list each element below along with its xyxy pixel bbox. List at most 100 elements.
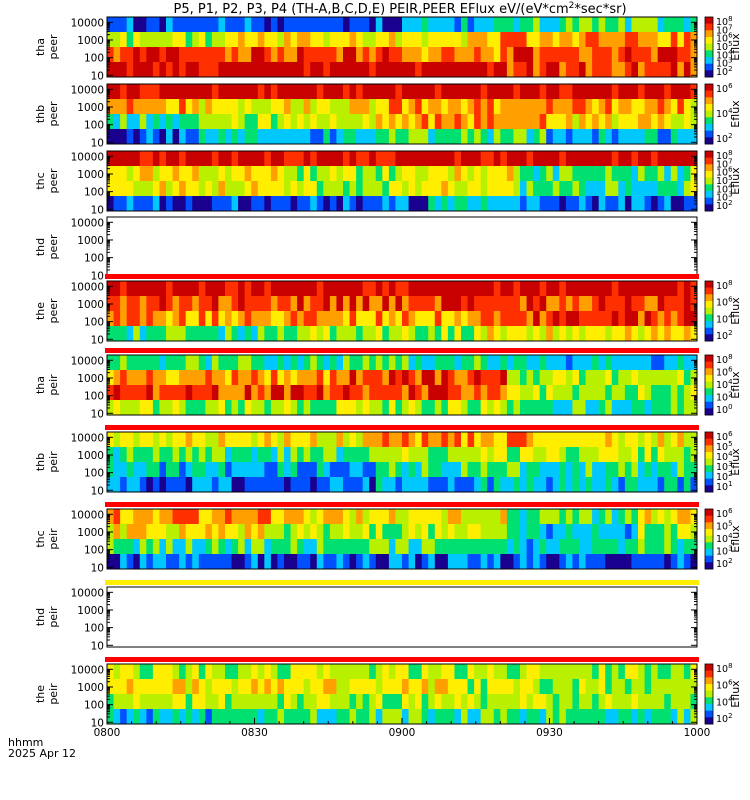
- panel-frame: [106, 216, 698, 278]
- colorbar-label: Eflux: [729, 33, 742, 61]
- spectrogram-tha-peer: [107, 17, 697, 77]
- y-tick-label: 100: [84, 545, 104, 557]
- y-tick-label: 1000: [77, 169, 104, 181]
- y-tick-label: 100: [84, 700, 104, 712]
- y-tick-label: 10000: [71, 509, 104, 521]
- status-bar: [105, 580, 699, 585]
- y-tick-label: 10: [91, 334, 104, 346]
- colorbar-tick-label: 102: [716, 132, 733, 145]
- probe-label: the: [34, 302, 47, 320]
- probe-label: thd: [34, 608, 47, 626]
- status-bar: [105, 274, 699, 279]
- y-tick-label: 1000: [77, 682, 104, 694]
- species-label: peir: [47, 374, 60, 396]
- colorbar-tick-label: 108: [716, 353, 733, 366]
- y-tick-label: 10: [91, 270, 104, 282]
- y-tick-label: 100: [84, 120, 104, 132]
- spectrogram-thc-peer: [107, 151, 697, 211]
- y-tick-label: 1000: [77, 102, 104, 114]
- spectrogram-thb-peer: [107, 84, 697, 144]
- colorbar-label: Eflux: [729, 100, 742, 128]
- colorbar-label: Eflux: [729, 525, 742, 553]
- colorbar-tick-label: 102: [716, 712, 733, 725]
- y-tick-label: 10000: [71, 17, 104, 29]
- y-tick-label: 100: [84, 623, 104, 635]
- y-tick-label: 10: [91, 70, 104, 82]
- probe-label: tha: [34, 376, 47, 394]
- y-tick-label: 10: [91, 408, 104, 420]
- probe-label: thb: [34, 453, 47, 471]
- species-label: peer: [47, 234, 60, 260]
- spectrogram-thb-peir: [107, 432, 697, 492]
- y-tick-label: 1000: [77, 235, 104, 247]
- colorbar-tick-label: 100: [716, 403, 733, 416]
- species-label: peer: [47, 168, 60, 194]
- status-bar: [105, 348, 699, 353]
- probe-label: thc: [34, 530, 47, 547]
- spectrogram-the-peer: [107, 281, 697, 341]
- panel-frame: [106, 586, 698, 648]
- y-tick-label: 10: [91, 204, 104, 216]
- species-label: peer: [47, 101, 60, 127]
- x-tick-label: 0930: [536, 727, 563, 739]
- y-tick-label: 10000: [71, 587, 104, 599]
- status-bar: [105, 502, 699, 507]
- time-axis: 0800 0830 0900 0930 1000: [94, 718, 711, 739]
- colorbar-tick-label: 106: [716, 82, 733, 95]
- y-tick-label: 100: [84, 391, 104, 403]
- probe-label: thb: [34, 105, 47, 123]
- y-tick-label: 10: [91, 717, 104, 729]
- colorbar-tick-label: 108: [716, 662, 733, 675]
- status-bar: [105, 425, 699, 430]
- probe-label: thd: [34, 238, 47, 256]
- colorbar-tick-label: 102: [716, 557, 733, 570]
- chart-title: P5, P1, P2, P3, P4 (TH-A,B,C,D,E) PEIR,P…: [173, 1, 626, 17]
- y-tick-label: 10000: [71, 84, 104, 96]
- probe-label: thc: [34, 172, 47, 189]
- colorbar-label: Eflux: [729, 448, 742, 476]
- y-tick-label: 1000: [77, 450, 104, 462]
- y-tick-label: 1000: [77, 35, 104, 47]
- x-tick-label: 0900: [389, 727, 416, 739]
- y-tick-label: 10: [91, 137, 104, 149]
- y-tick-label: 1000: [77, 527, 104, 539]
- colorbar-tick-label: 102: [716, 329, 733, 342]
- x-tick-label: 1000: [684, 727, 711, 739]
- colorbar-tick-label: 101: [716, 480, 733, 493]
- probe-label: tha: [34, 38, 47, 56]
- date-label: 2025 Apr 12: [8, 747, 77, 760]
- spectrogram-tha-peir: [107, 355, 697, 415]
- y-tick-label: 10000: [71, 151, 104, 163]
- y-tick-label: 10000: [71, 355, 104, 367]
- panel-thd-peir: 10000 1000 100 10 thd peir: [34, 580, 699, 652]
- colorbar-label: Eflux: [729, 167, 742, 195]
- y-tick-label: 10: [91, 562, 104, 574]
- spectrogram-thc-peir: [107, 509, 697, 569]
- y-tick-label: 10: [91, 640, 104, 652]
- species-label: peir: [47, 451, 60, 473]
- y-tick-label: 1000: [77, 299, 104, 311]
- colorbar-label: Eflux: [729, 371, 742, 399]
- x-tick-label: 0800: [94, 727, 121, 739]
- y-tick-label: 100: [84, 468, 104, 480]
- colorbar-label: Eflux: [729, 680, 742, 708]
- y-tick-label: 100: [84, 53, 104, 65]
- species-label: peer: [47, 298, 60, 324]
- species-label: peer: [47, 34, 60, 60]
- y-tick-label: 10000: [71, 432, 104, 444]
- species-label: peir: [47, 528, 60, 550]
- colorbar-tick-label: 102: [716, 65, 733, 78]
